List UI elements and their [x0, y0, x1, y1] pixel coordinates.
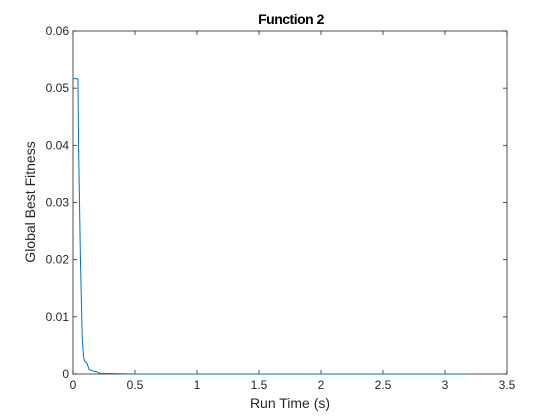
x-axis: 0 0.5 1 1.5 2 2.5 3 3.5 — [70, 31, 516, 392]
y-tick-label: 0.06 — [46, 24, 70, 38]
y-axis-title: Global Best Fitness — [22, 141, 38, 262]
x-tick-label: 3 — [442, 378, 449, 392]
x-tick-label: 1 — [194, 378, 201, 392]
x-axis-title: Run Time (s) — [250, 395, 330, 411]
x-tick-label: 0.5 — [127, 378, 144, 392]
x-tick-label: 0 — [70, 378, 77, 392]
series-layer — [72, 77, 468, 375]
y-tick-label: 0.05 — [46, 81, 70, 95]
plot-area — [72, 30, 508, 375]
x-tick-label: 2.5 — [375, 378, 392, 392]
x-tick-label: 3.5 — [499, 378, 516, 392]
chart-title: Function 2 — [258, 11, 324, 27]
x-tick-label: 1.5 — [251, 378, 268, 392]
y-tick-label: 0 — [62, 367, 69, 381]
y-tick-label: 0.03 — [46, 196, 70, 210]
y-tick-label: 0.02 — [46, 253, 70, 267]
x-tick-label: 2 — [318, 378, 325, 392]
series-line — [72, 77, 468, 375]
y-axis: 0 0.01 0.02 0.03 0.04 0.05 0.06 — [46, 24, 507, 381]
y-tick-label: 0.01 — [46, 310, 70, 324]
y-tick-label: 0.04 — [46, 138, 70, 152]
